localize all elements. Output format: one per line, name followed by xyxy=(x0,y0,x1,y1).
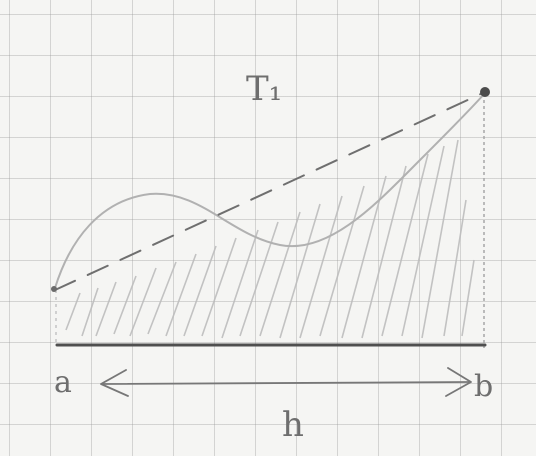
secant-line xyxy=(54,91,486,291)
width-arrow xyxy=(100,367,472,397)
a-label: a xyxy=(54,365,72,400)
function-curve xyxy=(54,92,486,289)
left-endpoint-dot xyxy=(51,286,57,292)
hatched-area xyxy=(65,139,475,339)
right-endpoint-dot xyxy=(480,87,490,97)
title-label: T₁ xyxy=(246,69,282,109)
b-label: b xyxy=(474,369,493,404)
h-label: h xyxy=(282,405,304,445)
